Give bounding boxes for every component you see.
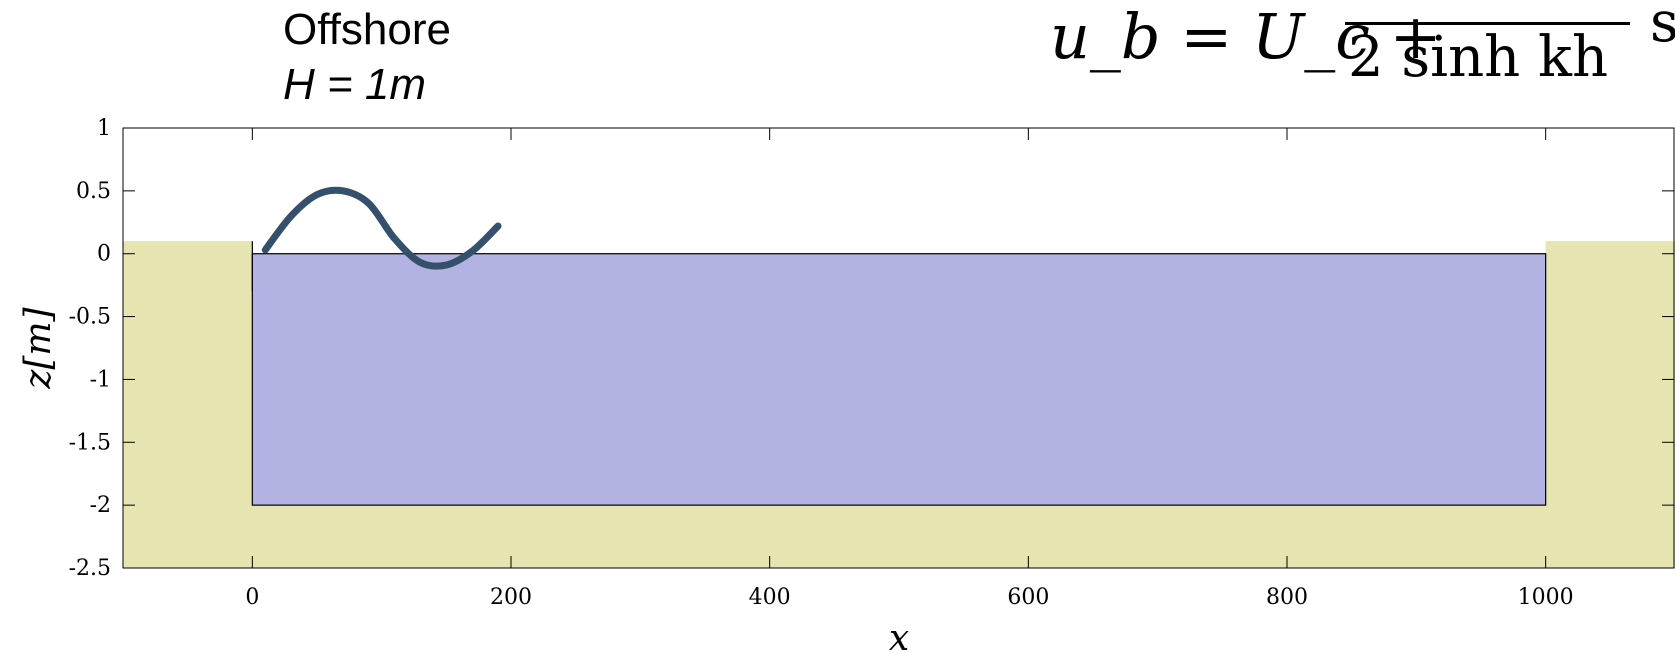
x-axis-label: x [889, 618, 909, 653]
water-area [251, 253, 1547, 506]
sediment-area [123, 241, 1675, 568]
y-tick-label: -1 [90, 367, 111, 392]
x-tick-label: 400 [749, 585, 791, 610]
formula-sin: sin [1650, 0, 1675, 55]
axis-labels: 0 200 400 600 800 1000 1 0.5 0 -0.5 -1 -1.5 -2 -2.5 x z… [18, 116, 1574, 653]
velocity-formula: u_b = U_c + 2 sinh kh sin [1050, 0, 1675, 100]
axis-ticks [123, 127, 1674, 569]
y-tick-label: -1.5 [69, 430, 111, 455]
y-tick-label: 0.5 [76, 179, 111, 204]
wave-sketch [261, 186, 502, 270]
formula-lhs: u_b = U_c + [1050, 0, 1442, 73]
plot-fills [123, 186, 1675, 568]
annotation-offshore: Offshore [283, 5, 451, 54]
y-tick-label: -2 [90, 493, 111, 518]
formula-fraction-bar [1345, 22, 1630, 25]
y-tick-label: 1 [97, 116, 111, 141]
y-axis-label: z[m] [18, 306, 59, 389]
formula-denominator: 2 sinh kh [1348, 25, 1609, 90]
x-tick-label: 200 [490, 585, 532, 610]
x-tick-label: 1000 [1518, 585, 1574, 610]
y-tick-label: 0 [97, 242, 111, 267]
x-tick-label: 800 [1266, 585, 1308, 610]
annotation-wave-height: H = 1m [283, 60, 427, 109]
y-tick-label: -0.5 [69, 305, 111, 330]
axes-box [122, 127, 1675, 569]
x-tick-label: 600 [1007, 585, 1049, 610]
x-tick-label: 0 [245, 585, 259, 610]
y-tick-label: -2.5 [69, 556, 111, 581]
